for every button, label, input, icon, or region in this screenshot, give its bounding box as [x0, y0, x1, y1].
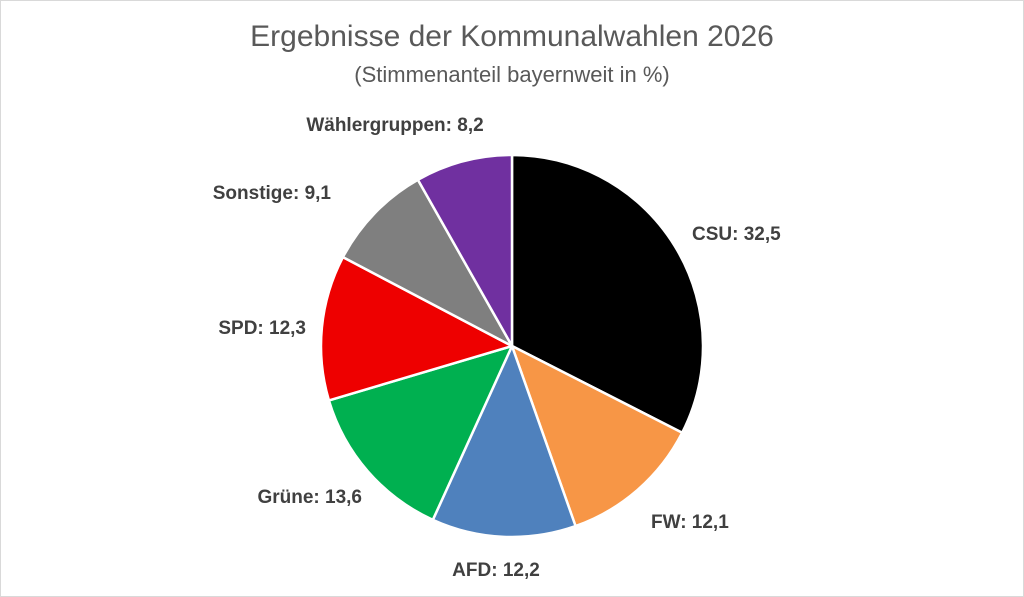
pie-slice-afd	[431, 344, 577, 539]
data-label-sonstige: Sonstige: 9,1	[213, 183, 332, 204]
data-label-spd: SPD: 12,3	[218, 318, 306, 339]
chart-subtitle: (Stimmenanteil bayernweit in %)	[354, 62, 670, 87]
data-label-afd: AFD: 12,2	[452, 560, 540, 581]
pie-slice-fw	[510, 344, 684, 528]
pie-slice-wählergruppen	[416, 153, 514, 348]
pie-slice-csu	[510, 153, 705, 434]
data-label-wählergruppen: Wählergruppen: 8,2	[306, 115, 483, 136]
data-label-fw: FW: 12,1	[651, 512, 729, 533]
pie-slice-spd	[319, 255, 514, 402]
data-label-csu: CSU: 32,5	[692, 224, 781, 245]
data-label-grüne: Grüne: 13,6	[257, 487, 362, 508]
pie-slice-sonstige	[341, 178, 514, 348]
chart-title: Ergebnisse der Kommunalwahlen 2026	[250, 20, 774, 53]
pie-slice-grüne	[327, 344, 514, 522]
